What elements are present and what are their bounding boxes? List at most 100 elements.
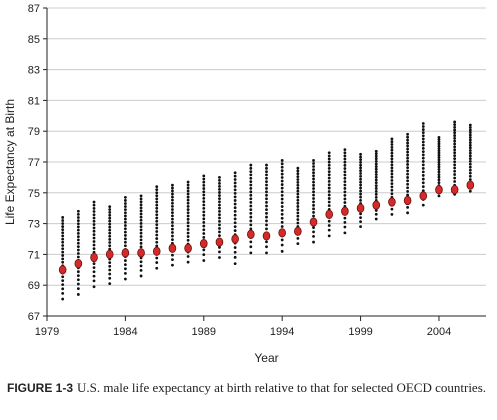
oecd-point — [359, 192, 362, 196]
oecd-point — [327, 160, 331, 164]
us-points — [58, 180, 475, 275]
oecd-point — [108, 244, 112, 248]
oecd-point — [390, 140, 394, 144]
oecd-point — [280, 193, 284, 197]
oecd-point — [437, 158, 441, 162]
x-tick-label: 1979 — [35, 326, 59, 338]
oecd-point — [61, 250, 65, 254]
oecd-point — [374, 154, 378, 158]
oecd-point — [92, 279, 96, 283]
oecd-point — [359, 186, 362, 190]
oecd-point — [359, 220, 362, 224]
oecd-point — [123, 196, 127, 199]
oecd-point — [171, 238, 174, 242]
oecd-point — [374, 212, 378, 216]
oecd-point — [186, 231, 190, 235]
oecd-point — [437, 144, 441, 148]
oecd-point — [296, 195, 300, 199]
oecd-point — [421, 166, 425, 170]
oecd-point — [343, 190, 347, 194]
oecd-point — [296, 178, 300, 181]
oecd-point — [280, 197, 284, 201]
oecd-point — [343, 154, 347, 158]
oecd-point — [359, 195, 362, 199]
oecd-point — [202, 224, 206, 228]
oecd-point — [406, 135, 410, 139]
oecd-point — [139, 200, 143, 204]
oecd-point — [61, 275, 65, 279]
oecd-point — [343, 176, 347, 180]
oecd-point — [280, 179, 284, 183]
oecd-point — [437, 140, 441, 144]
us-point — [435, 185, 443, 195]
oecd-point — [453, 180, 457, 183]
oecd-point — [202, 183, 206, 187]
oecd-point — [437, 153, 441, 157]
oecd-point — [374, 157, 378, 161]
y-tick-label: 71 — [28, 249, 40, 261]
oecd-point — [406, 211, 410, 215]
oecd-point — [374, 152, 378, 156]
oecd-point — [61, 279, 65, 283]
oecd-point — [61, 225, 65, 228]
y-tick-label: 67 — [28, 311, 40, 323]
oecd-point — [312, 187, 315, 190]
oecd-point — [374, 173, 378, 176]
x-tick-label: 1994 — [270, 326, 294, 338]
oecd-point — [265, 170, 268, 174]
oecd-point — [155, 230, 159, 233]
oecd-point — [359, 183, 362, 187]
oecd-point — [265, 240, 268, 244]
oecd-point — [296, 236, 300, 240]
oecd-point — [92, 203, 96, 207]
oecd-point — [343, 173, 347, 177]
oecd-point — [218, 210, 221, 213]
oecd-point — [312, 214, 315, 218]
oecd-point — [468, 160, 472, 163]
oecd-point — [390, 175, 394, 179]
us-point — [388, 197, 396, 207]
oecd-point — [155, 226, 159, 230]
oecd-point — [327, 234, 331, 238]
oecd-point — [123, 217, 127, 221]
oecd-point — [139, 274, 143, 278]
oecd-point — [218, 188, 221, 191]
y-tick-label: 81 — [28, 95, 40, 107]
oecd-point — [437, 160, 441, 164]
oecd-point — [265, 204, 268, 208]
oecd-point — [202, 248, 206, 252]
oecd-point — [327, 179, 331, 183]
oecd-point — [374, 178, 378, 182]
oecd-point — [76, 252, 80, 255]
oecd-point — [327, 170, 331, 174]
oecd-point — [108, 272, 112, 276]
oecd-point — [186, 198, 190, 202]
oecd-point — [108, 213, 112, 217]
y-tick-label: 83 — [28, 65, 40, 77]
oecd-point — [249, 163, 253, 167]
oecd-point — [202, 259, 206, 262]
oecd-point — [202, 196, 206, 200]
oecd-point — [374, 162, 378, 166]
oecd-point — [171, 227, 174, 231]
oecd-point — [61, 228, 65, 232]
oecd-point — [249, 193, 253, 197]
oecd-point — [139, 238, 143, 242]
oecd-point — [218, 234, 221, 237]
oecd-point — [155, 203, 159, 207]
oecd-point — [280, 201, 284, 205]
oecd-point — [421, 160, 425, 163]
oecd-point — [312, 171, 315, 175]
oecd-point — [202, 232, 206, 235]
oecd-point — [327, 219, 331, 223]
oecd-point — [218, 206, 221, 210]
oecd-point — [374, 189, 378, 193]
oecd-point — [123, 220, 127, 224]
oecd-point — [359, 216, 362, 220]
oecd-point — [171, 195, 174, 199]
oecd-point — [61, 287, 65, 291]
oecd-point — [343, 148, 347, 152]
oecd-point — [312, 180, 315, 184]
oecd-point — [108, 276, 112, 280]
